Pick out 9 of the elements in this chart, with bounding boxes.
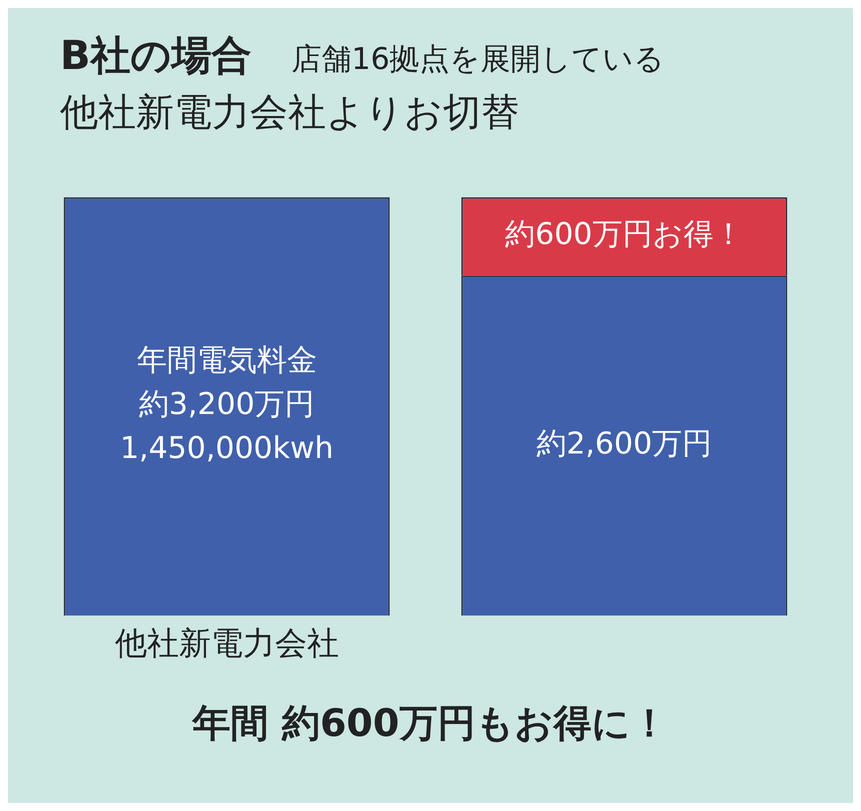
text: 他社新電力会社よりお切替 (59, 89, 520, 136)
annotation: 年間電気料金 (136, 343, 317, 378)
x-tick-label: 他社新電力会社 (114, 624, 339, 662)
data-label: 約600万円お得！ (505, 217, 744, 252)
data-label: 約2,600万円 (536, 426, 712, 462)
chart-title: B社の場合 (60, 32, 252, 81)
text: 年間 約600万円もお得に！ (190, 700, 670, 747)
data-label: 約3,200万円 1,450,000kwh (120, 387, 334, 466)
chart-subtitle: 店舗16拠点を展開している (292, 41, 665, 79)
